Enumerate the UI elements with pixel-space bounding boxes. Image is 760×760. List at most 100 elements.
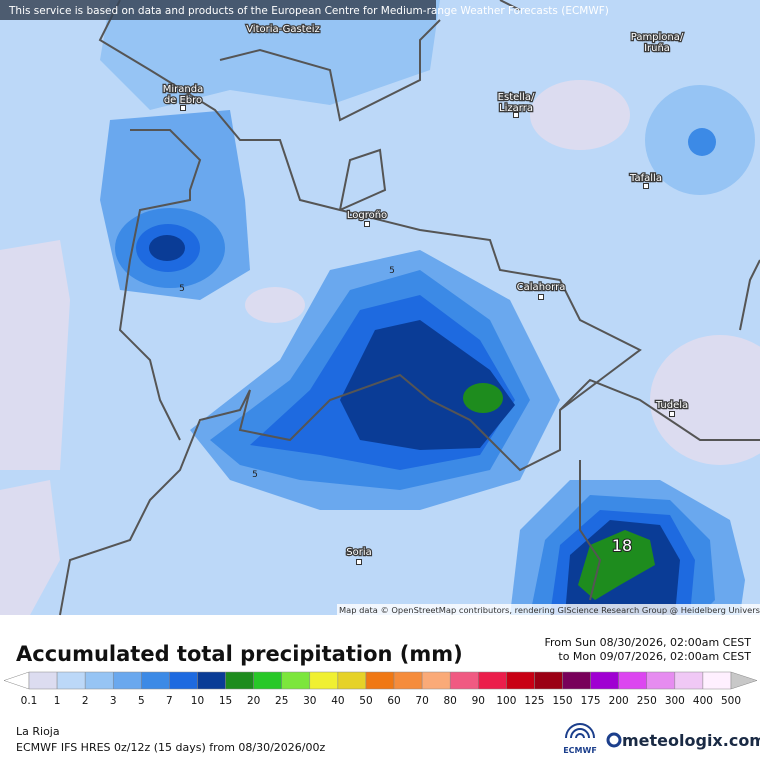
legend-label: 3 [110, 695, 117, 707]
city-label: Tudela [655, 400, 688, 411]
legend-color [253, 671, 282, 690]
legend-color [478, 671, 507, 690]
region-border [559, 378, 760, 601]
legend-color [590, 671, 619, 690]
period-to: to Mon 09/07/2026, 02:00am CEST [558, 650, 751, 663]
ecmwf-logo [565, 723, 595, 739]
city-label: Lizarra [499, 103, 533, 114]
city-label: Estella/ [498, 92, 535, 103]
city-label: Logroño [347, 210, 387, 221]
legend-color [730, 671, 758, 690]
precip-area [340, 320, 515, 450]
city-marker [538, 294, 544, 300]
legend-color [309, 671, 339, 690]
footer: Accumulated total precipitation (mm) Fro… [3, 636, 760, 755]
legend-color [365, 671, 395, 690]
legend-color [112, 671, 142, 690]
city-label: Pamplona/ [631, 32, 684, 43]
city-marker [364, 221, 370, 227]
legend-color [534, 671, 563, 690]
contour-label: 5 [389, 266, 395, 276]
legend-color [337, 671, 367, 690]
legend-label: 7 [166, 695, 173, 707]
region: La Rioja [16, 725, 60, 738]
legend-label: 90 [472, 695, 485, 707]
map-credit: Map data © OpenStreetMap contributors, r… [339, 605, 760, 615]
precip-area [100, 0, 440, 110]
legend-color [281, 671, 311, 690]
city-label: Iruña [644, 43, 670, 54]
legend-color [56, 671, 86, 690]
city-marker [356, 559, 362, 565]
contour-label: 18 [612, 536, 632, 555]
precip-area [688, 128, 716, 156]
legend-color [3, 671, 30, 690]
legend-label: 200 [609, 695, 629, 707]
precip-area [149, 235, 185, 261]
legend-color [225, 671, 254, 690]
attribution: This service is based on data and produc… [8, 5, 609, 17]
legend-label: 500 [721, 695, 741, 707]
low-precip-area [530, 80, 630, 150]
legend-color [449, 671, 479, 690]
city-marker [669, 411, 675, 417]
city-label: Calahorra [517, 282, 566, 293]
region-border [118, 129, 202, 441]
site-logo: meteologix.com [622, 731, 760, 750]
city-marker [643, 183, 649, 189]
legend-label: 0.1 [21, 695, 38, 707]
ecmwf-logo-text: ECMWF [563, 746, 597, 755]
period-from: From Sun 08/30/2026, 02:00am CEST [544, 636, 751, 649]
legend-label: 300 [665, 695, 685, 707]
legend-label: 20 [247, 695, 260, 707]
legend-label: 175 [581, 695, 601, 707]
attribution-bar [0, 0, 436, 20]
city-marker [513, 112, 519, 118]
model-info: ECMWF IFS HRES 0z/12z (15 days) from 08/… [16, 741, 326, 754]
title: Accumulated total precipitation (mm) [16, 642, 463, 666]
legend-label: 50 [359, 695, 372, 707]
legend-label: 70 [415, 695, 428, 707]
legend-color [393, 671, 423, 690]
low-precip-area [245, 287, 305, 323]
low-precip-area [0, 240, 70, 470]
legend-color [141, 671, 170, 690]
legend-label: 25 [275, 695, 288, 707]
legend-color [28, 671, 58, 690]
legend-color [562, 671, 591, 690]
legend-color [618, 671, 648, 690]
precip-area [578, 530, 655, 600]
region-border [219, 19, 441, 122]
legend-label: 60 [387, 695, 400, 707]
city-marker [180, 105, 186, 111]
precip-area [463, 383, 503, 413]
legend-label: 1 [54, 695, 61, 707]
legend-color [84, 671, 114, 690]
legend-label: 150 [552, 695, 572, 707]
legend-label: 40 [331, 695, 344, 707]
credit-bar [337, 604, 760, 615]
city-label: Vitoria-Gasteiz [246, 24, 320, 35]
legend-label: 2 [82, 695, 89, 707]
city-label: Soria [346, 547, 371, 558]
city-label: Tafalla [629, 173, 662, 184]
legend: 0.1 1 2 3 5 7 10 15 20 25 30 40 50 60 70 80 90 100 125 150 1… [3, 671, 758, 707]
legend-label: 400 [693, 695, 713, 707]
low-precip-area [0, 480, 60, 615]
city-label: Miranda [163, 84, 203, 95]
legend-label: 80 [444, 695, 457, 707]
legend-color [421, 671, 451, 690]
low-precip-area [650, 335, 760, 465]
contour-label: 5 [179, 284, 185, 294]
legend-color [197, 671, 226, 690]
site-logo-icon [606, 732, 622, 748]
legend-label: 30 [303, 695, 316, 707]
legend-color [702, 671, 732, 690]
legend-label: 100 [496, 695, 516, 707]
city-label: de Ebro [164, 95, 202, 106]
legend-color [506, 671, 535, 690]
legend-color [169, 671, 198, 690]
legend-label: 250 [637, 695, 657, 707]
